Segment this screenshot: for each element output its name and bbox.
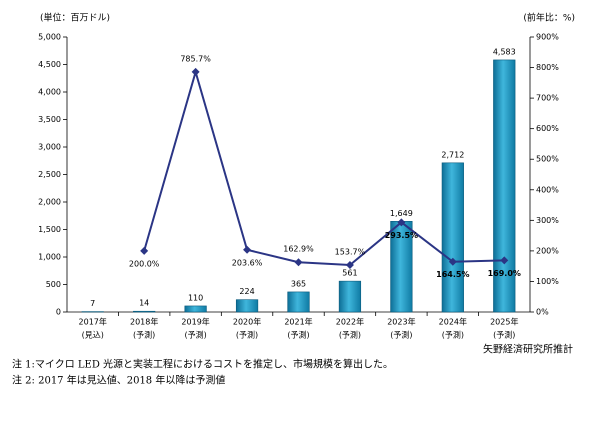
bar bbox=[133, 310, 156, 313]
line-label: 162.9% bbox=[283, 245, 314, 254]
bar bbox=[184, 305, 207, 313]
line-label: 785.7% bbox=[180, 54, 211, 63]
bar-label: 365 bbox=[291, 279, 306, 288]
bar-label: 14 bbox=[139, 299, 149, 308]
bar bbox=[338, 280, 362, 313]
bar-label: 1,649 bbox=[390, 209, 413, 218]
y2-tick-label: 400% bbox=[536, 185, 559, 194]
x-tick-label: 2020年 bbox=[233, 317, 261, 327]
y2-axis-title: (前年比：%) bbox=[523, 12, 575, 24]
y-tick-label: 2,500 bbox=[38, 170, 61, 179]
y2-tick-label: 500% bbox=[536, 155, 559, 164]
y-tick-label: 5,000 bbox=[38, 33, 61, 42]
y2-tick-label: 700% bbox=[536, 94, 559, 103]
x-tick-label: 2022年 bbox=[336, 317, 364, 327]
y-tick-label: 4,500 bbox=[38, 60, 61, 69]
x-tick-label: (予測) bbox=[133, 330, 155, 340]
y2-tick-label: 300% bbox=[536, 216, 559, 225]
x-tick-label: 2025年 bbox=[490, 317, 518, 327]
line bbox=[143, 68, 505, 267]
y2-tick-label: 0% bbox=[536, 308, 549, 317]
y2-tick-label: 100% bbox=[536, 277, 559, 286]
x-tick-label: (予測) bbox=[184, 330, 206, 340]
x-tick-label: (予測) bbox=[442, 330, 464, 340]
marker bbox=[243, 245, 252, 254]
y-tick-label: 1,000 bbox=[38, 253, 61, 262]
bar bbox=[235, 299, 259, 313]
bar bbox=[287, 291, 310, 313]
line-label: 169.0% bbox=[488, 269, 521, 278]
bar bbox=[441, 162, 464, 313]
x-tick-label: (予測) bbox=[339, 330, 361, 340]
x-tick-label: (予測) bbox=[390, 330, 412, 340]
bar bbox=[493, 59, 516, 313]
x-tick-label: 2021年 bbox=[284, 317, 312, 327]
note: 注 1:マイクロ LED 光源と実装工程におけるコストを推定し、市場規模を算出し… bbox=[12, 358, 393, 371]
source: 矢野経済研究所推計 bbox=[483, 343, 573, 356]
line-label: 203.6% bbox=[232, 258, 263, 267]
y-tick-label: 500 bbox=[46, 280, 61, 289]
y-tick-label: 1,500 bbox=[38, 225, 61, 234]
bar-label: 224 bbox=[239, 287, 254, 296]
x-tick-label: 2019年 bbox=[181, 317, 209, 327]
note: 注 2: 2017 年は見込値、2018 年以降は予測値 bbox=[12, 374, 225, 387]
marker bbox=[294, 258, 303, 267]
y-axis-title: (単位：百万ドル) bbox=[40, 12, 110, 24]
marker bbox=[345, 261, 354, 270]
marker bbox=[191, 67, 200, 76]
y2-tick-label: 600% bbox=[536, 124, 559, 133]
x-tick-label: (見込) bbox=[82, 331, 104, 340]
line-label: 293.5% bbox=[385, 231, 418, 240]
line-label: 164.5% bbox=[436, 270, 469, 279]
y-tick-label: 3,000 bbox=[38, 143, 61, 152]
line-label: 200.0% bbox=[129, 259, 160, 268]
x-tick-label: (予測) bbox=[493, 330, 515, 340]
bar-label: 110 bbox=[188, 293, 203, 302]
bar-label: 2,712 bbox=[441, 150, 464, 159]
x-tick-label: (予測) bbox=[287, 330, 309, 340]
x-tick-label: 2017年 bbox=[79, 317, 107, 327]
y-tick-label: 4,000 bbox=[38, 88, 61, 97]
bar-label: 561 bbox=[342, 269, 357, 278]
bar-label: 4,583 bbox=[493, 47, 516, 56]
marker bbox=[448, 257, 457, 266]
bar-label: 7 bbox=[90, 299, 95, 308]
marker bbox=[140, 246, 149, 255]
y2-tick-label: 900% bbox=[536, 33, 559, 42]
y-tick-label: 3,500 bbox=[38, 115, 61, 124]
marker bbox=[397, 218, 406, 227]
x-tick-label: 2023年 bbox=[387, 317, 415, 327]
x-tick-label: 2024年 bbox=[439, 317, 467, 327]
x-tick-label: (予測) bbox=[236, 330, 258, 340]
x-tick-label: 2018年 bbox=[130, 317, 158, 327]
line-label: 153.7% bbox=[335, 248, 366, 257]
y-tick-label: 2,000 bbox=[38, 198, 61, 207]
y-tick-label: 0 bbox=[56, 308, 61, 317]
marker bbox=[500, 256, 509, 265]
y2-tick-label: 200% bbox=[536, 246, 559, 255]
y2-tick-label: 800% bbox=[536, 63, 559, 72]
